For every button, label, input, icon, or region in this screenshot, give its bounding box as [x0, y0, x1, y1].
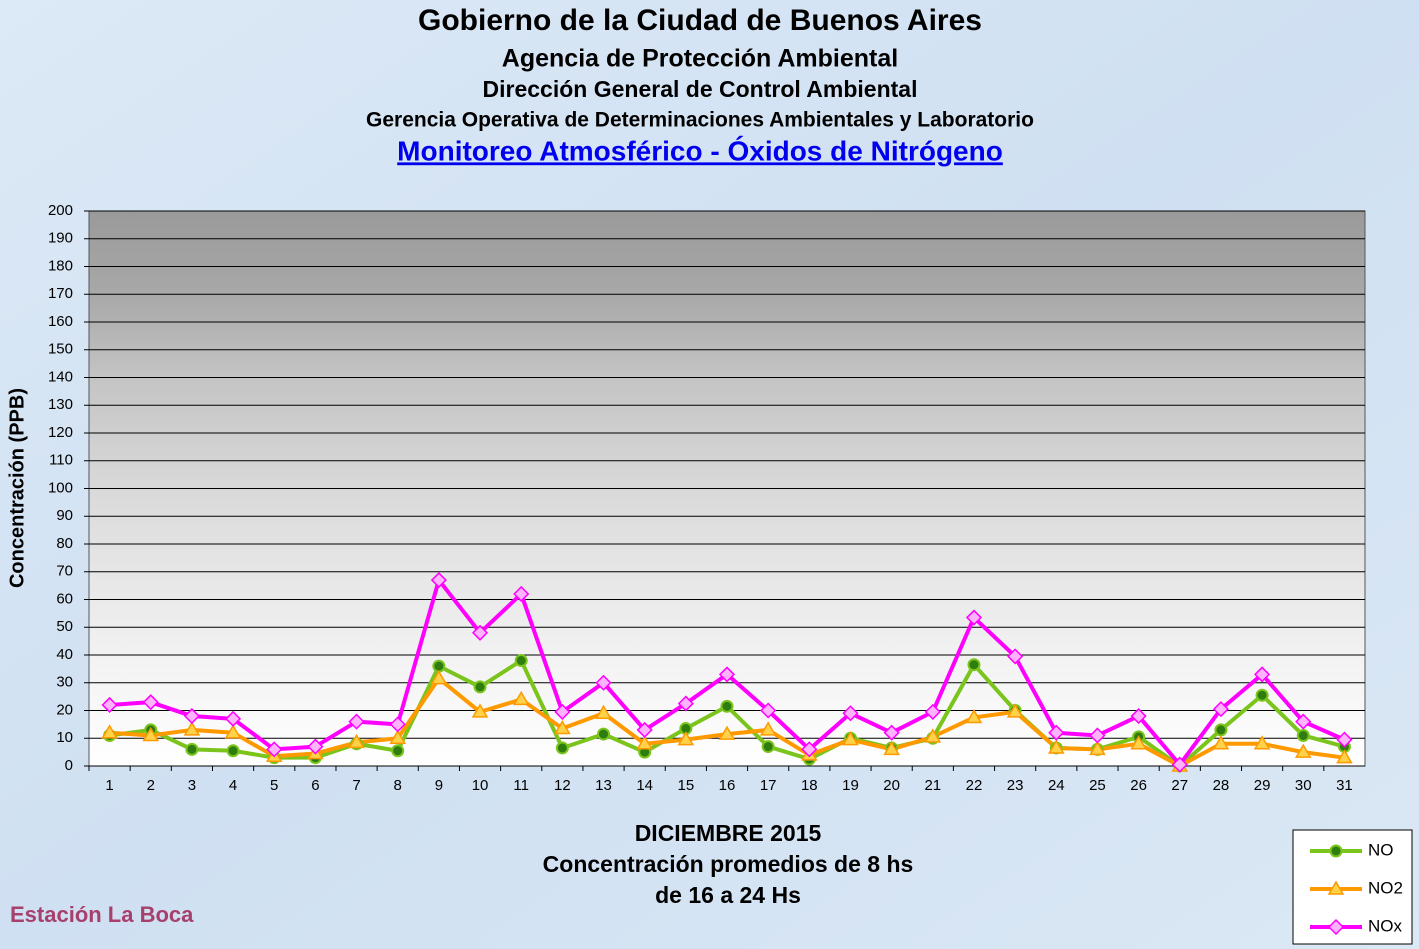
y-tick-label: 130: [48, 396, 73, 413]
x-tick-label: 26: [1130, 777, 1147, 794]
header-line: Gerencia Operativa de Determinaciones Am…: [366, 109, 1034, 132]
x-tick-label: 11: [513, 777, 529, 794]
x-tick-label: 12: [554, 777, 571, 794]
point: [1257, 690, 1268, 701]
x-axis-label: DICIEMBRE 2015: [635, 820, 822, 846]
point: [186, 744, 197, 755]
point: [392, 745, 403, 756]
point: [516, 655, 527, 666]
x-axis-label: Concentración promedios de 8 hs: [543, 851, 914, 877]
legend-label: NOx: [1368, 916, 1403, 935]
y-tick-label: 150: [48, 341, 73, 358]
point: [722, 701, 733, 712]
x-tick-label: 9: [435, 777, 443, 794]
y-tick-label: 0: [65, 757, 73, 774]
x-tick-label: 14: [636, 777, 653, 794]
x-tick-label: 13: [595, 777, 612, 794]
x-tick-label: 19: [842, 777, 859, 794]
y-tick-label: 70: [56, 563, 73, 580]
point: [557, 742, 568, 753]
x-tick-label: 16: [719, 777, 736, 794]
header-line: Agencia de Protección Ambiental: [502, 45, 898, 73]
y-tick-label: 110: [49, 452, 73, 469]
point: [1331, 846, 1342, 857]
point: [228, 745, 239, 756]
x-tick-label: 24: [1048, 777, 1065, 794]
x-tick-label: 23: [1007, 777, 1024, 794]
y-tick-label: 180: [48, 257, 73, 274]
y-tick-label: 120: [48, 424, 73, 441]
x-tick-label: 17: [760, 777, 777, 794]
y-tick-label: 190: [48, 230, 73, 247]
x-tick-label: 7: [352, 777, 360, 794]
x-tick-label: 18: [801, 777, 818, 794]
chart: Gobierno de la Ciudad de Buenos Aires Ag…: [0, 0, 1419, 949]
x-tick-label: 2: [147, 777, 155, 794]
x-tick-label: 1: [105, 777, 113, 794]
y-tick-label: 10: [56, 729, 73, 746]
point: [598, 729, 609, 740]
y-tick-label: 50: [56, 618, 73, 635]
x-tick-label: 6: [311, 777, 319, 794]
x-tick-label: 25: [1089, 777, 1106, 794]
x-tick-label: 10: [472, 777, 489, 794]
y-tick-label: 160: [48, 313, 73, 330]
x-axis-label: de 16 a 24 Hs: [655, 882, 801, 908]
legend-label: NO2: [1368, 878, 1403, 897]
y-axis-label: Concentración (PPB): [6, 388, 28, 588]
legend-label: NO: [1368, 840, 1394, 859]
header-title: Gobierno de la Ciudad de Buenos Aires: [418, 4, 982, 37]
x-tick-label: 22: [966, 777, 983, 794]
x-tick-label: 28: [1213, 777, 1230, 794]
x-tick-label: 5: [270, 777, 278, 794]
point: [433, 661, 444, 672]
y-tick-label: 80: [56, 535, 73, 552]
y-tick-label: 90: [56, 507, 73, 524]
x-tick-label: 27: [1171, 777, 1188, 794]
y-tick-label: 60: [56, 590, 73, 607]
y-tick-label: 100: [48, 479, 73, 496]
x-tick-label: 21: [924, 777, 941, 794]
x-tick-label: 29: [1254, 777, 1271, 794]
x-tick-label: 30: [1295, 777, 1312, 794]
header-line: Dirección General de Control Ambiental: [483, 76, 918, 102]
point: [763, 741, 774, 752]
station-label: Estación La Boca: [10, 902, 194, 927]
y-tick-label: 20: [56, 701, 73, 718]
x-tick-label: 31: [1336, 777, 1353, 794]
y-tick-label: 140: [48, 368, 73, 385]
point: [1298, 730, 1309, 741]
y-tick-label: 40: [56, 646, 73, 663]
y-tick-label: 170: [48, 285, 73, 302]
point: [968, 659, 979, 670]
y-tick-label: 30: [56, 674, 73, 691]
y-tick-label: 200: [48, 202, 73, 219]
x-tick-label: 3: [188, 777, 196, 794]
x-tick-label: 8: [394, 777, 402, 794]
point: [475, 681, 486, 692]
point: [1215, 724, 1226, 735]
x-tick-label: 15: [677, 777, 694, 794]
x-tick-label: 20: [883, 777, 900, 794]
x-tick-label: 4: [229, 777, 237, 794]
header-link[interactable]: Monitoreo Atmosférico - Óxidos de Nitróg…: [397, 135, 1003, 166]
